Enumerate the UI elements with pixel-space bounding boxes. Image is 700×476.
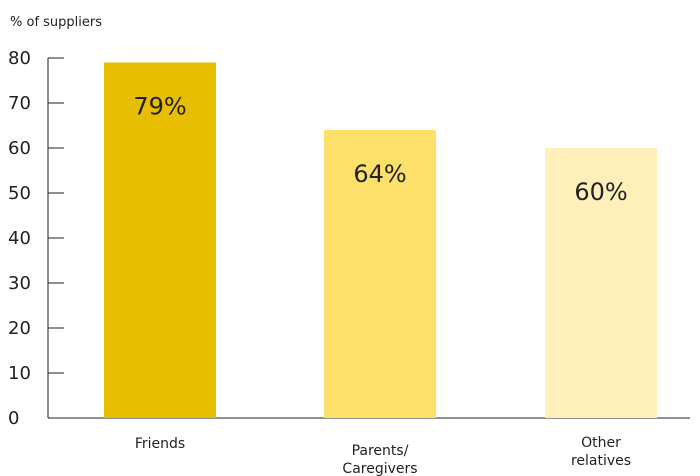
- y-tick-label: 80: [8, 48, 31, 69]
- x-axis: Friends Parents/Caregivers Other relatives: [135, 435, 631, 476]
- category-label: Friends: [135, 436, 185, 452]
- y-axis: 0 10 20 30 40 50 60 70 80: [8, 48, 690, 429]
- data-label: 64%: [353, 160, 406, 188]
- bar: [545, 148, 657, 418]
- y-tick-label: 40: [8, 228, 31, 249]
- y-tick-label: 60: [8, 138, 31, 159]
- category-label: Parents/Caregivers: [342, 443, 417, 476]
- bar: [104, 62, 216, 418]
- bars-group: 79% 64% 60%: [104, 62, 657, 418]
- category-label: Other relatives: [571, 435, 631, 469]
- y-tick-label: 10: [8, 363, 31, 384]
- y-tick-label: 0: [8, 408, 19, 429]
- y-axis-title: % of suppliers: [10, 15, 102, 30]
- bar: [324, 130, 436, 418]
- y-tick-label: 30: [8, 273, 31, 294]
- data-label: 60%: [574, 178, 627, 206]
- y-tick-label: 20: [8, 318, 31, 339]
- y-tick-label: 50: [8, 183, 31, 204]
- y-tick-label: 70: [8, 93, 31, 114]
- data-label: 79%: [133, 93, 186, 121]
